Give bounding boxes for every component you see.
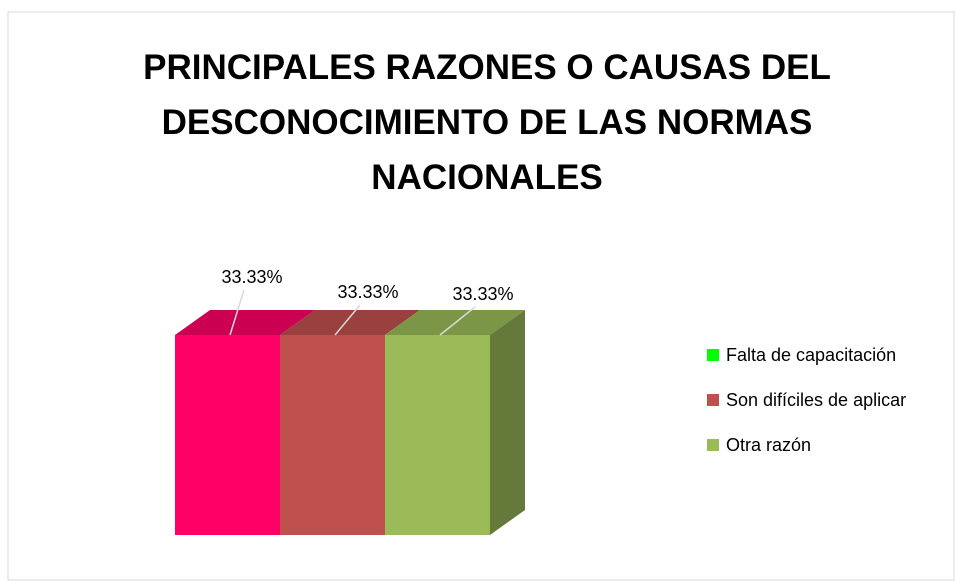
legend-label: Falta de capacitación (726, 345, 896, 365)
legend-label: Otra razón (726, 435, 811, 455)
leader-line (439, 306, 476, 336)
bar-front (175, 335, 280, 535)
data-label: 33.33% (337, 282, 398, 302)
data-label: 33.33% (452, 284, 513, 304)
leader-line (334, 304, 361, 336)
legend-swatch (707, 394, 719, 406)
chart-border (7, 11, 955, 581)
bar-front (385, 335, 490, 535)
bar-side (490, 310, 525, 535)
leader-line (229, 289, 245, 336)
legend-swatch (707, 349, 719, 361)
data-label: 33.33% (221, 267, 282, 287)
legend-label: Son difíciles de aplicar (726, 390, 906, 410)
bar-top (280, 310, 420, 335)
chart-title: PRINCIPALES RAZONES O CAUSAS DEL DESCONO… (143, 48, 831, 197)
legend-swatch (707, 439, 719, 451)
bar-front (280, 335, 385, 535)
bar-top (175, 310, 315, 335)
